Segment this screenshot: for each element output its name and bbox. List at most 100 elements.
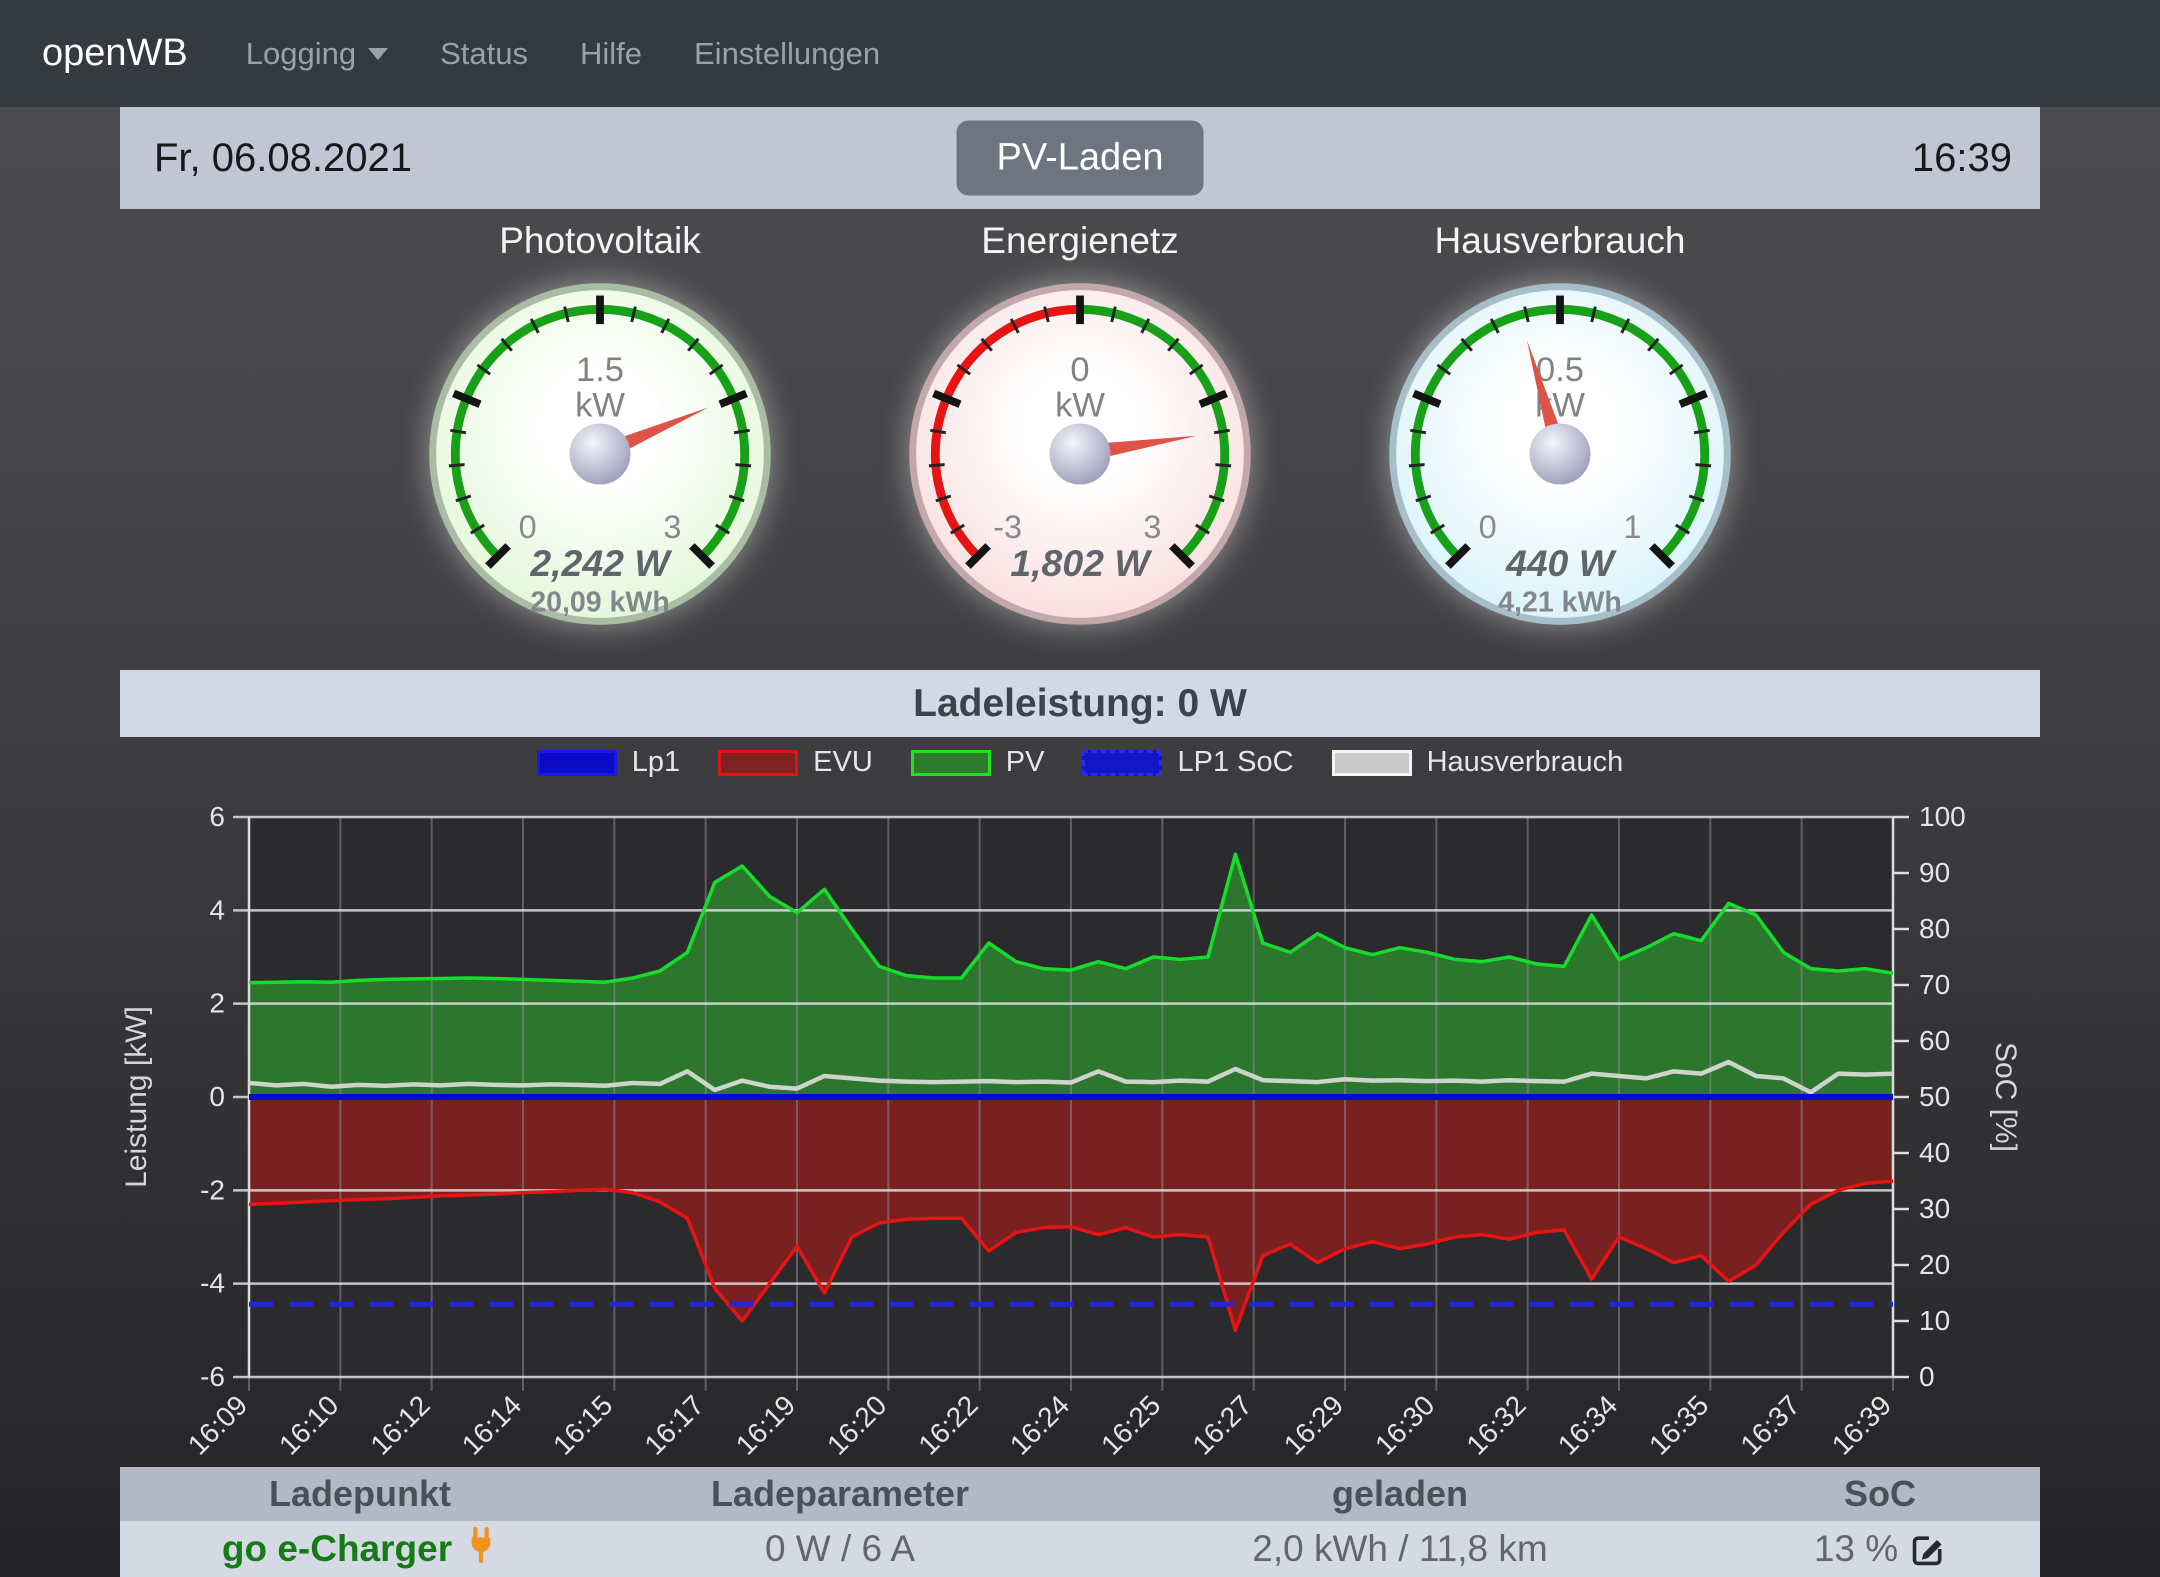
svg-text:50: 50 — [1919, 1081, 1950, 1112]
legend-swatch — [1082, 750, 1162, 776]
col-header-soc: SoC — [1720, 1467, 2040, 1521]
svg-text:2: 2 — [209, 988, 225, 1019]
svg-text:16:20: 16:20 — [821, 1389, 892, 1460]
svg-text:16:27: 16:27 — [1186, 1389, 1257, 1460]
svg-text:-6: -6 — [200, 1361, 225, 1392]
soc-cell: 13 % — [1720, 1521, 2040, 1577]
svg-text:4,21 kWh: 4,21 kWh — [1498, 586, 1622, 618]
svg-text:16:35: 16:35 — [1643, 1389, 1714, 1460]
svg-text:6: 6 — [209, 801, 225, 832]
gauges-row: Photovoltaik 1.5kW032,242 W20,09 kWh Ene… — [120, 209, 2040, 669]
svg-text:0: 0 — [1070, 351, 1089, 389]
plug-icon — [464, 1526, 498, 1573]
gauge-title: Hausverbrauch — [1435, 215, 1686, 267]
svg-text:0.5: 0.5 — [1536, 351, 1584, 389]
svg-text:16:29: 16:29 — [1278, 1389, 1349, 1460]
svg-text:16:24: 16:24 — [1004, 1389, 1075, 1460]
svg-text:kW: kW — [1055, 387, 1105, 425]
gauge-dial-photovoltaik: 1.5kW032,242 W20,09 kWh — [413, 267, 787, 646]
nav-item-status[interactable]: Status — [440, 36, 528, 72]
svg-text:40: 40 — [1919, 1137, 1950, 1168]
charge-power-header: Ladeleistung: 0 W — [120, 670, 2040, 737]
svg-text:1,802 W: 1,802 W — [1010, 542, 1152, 584]
svg-text:4: 4 — [209, 894, 225, 925]
charge-mode-button[interactable]: PV-Laden — [957, 121, 1204, 196]
soc-value: 13 % — [1814, 1528, 1898, 1570]
svg-text:16:09: 16:09 — [182, 1389, 253, 1460]
legend-item-EVU: EVU — [718, 746, 873, 779]
svg-text:440 W: 440 W — [1505, 542, 1617, 584]
svg-text:16:19: 16:19 — [730, 1389, 801, 1460]
power-chart: Lp1 EVU PV LP1 SoC Hausverbrauch 6420-2-4-61… — [120, 740, 2040, 1467]
legend-item-PV: PV — [911, 746, 1045, 779]
legend-swatch — [911, 750, 991, 776]
chargepoint-name[interactable]: go e-Charger — [222, 1528, 452, 1570]
chargepoint-name-cell: go e-Charger — [120, 1521, 600, 1577]
svg-text:-3: -3 — [993, 509, 1022, 545]
gauge-photovoltaik: Photovoltaik 1.5kW032,242 W20,09 kWh — [360, 209, 840, 669]
svg-text:Leistung [kW]: Leistung [kW] — [120, 1006, 153, 1188]
svg-text:1: 1 — [1623, 509, 1641, 545]
legend-label: PV — [1006, 746, 1045, 779]
svg-text:SoC [%]: SoC [%] — [1989, 1042, 2022, 1152]
gauge-hausverbrauch: Hausverbrauch 0.5kW01440 W4,21 kWh — [1320, 209, 1800, 669]
svg-text:16:22: 16:22 — [912, 1389, 983, 1460]
svg-text:16:30: 16:30 — [1369, 1389, 1440, 1460]
col-header-ladepunkt: Ladepunkt — [120, 1467, 600, 1521]
legend-label: LP1 SoC — [1177, 746, 1293, 779]
nav-item-hilfe[interactable]: Hilfe — [580, 36, 642, 72]
svg-text:3: 3 — [1143, 509, 1161, 545]
svg-text:16:25: 16:25 — [1095, 1389, 1166, 1460]
header-bar: Fr, 06.08.2021 PV-Laden 16:39 — [120, 107, 2040, 209]
legend-swatch — [718, 750, 798, 776]
svg-text:16:34: 16:34 — [1552, 1389, 1623, 1460]
svg-text:1.5: 1.5 — [576, 351, 624, 389]
legend-label: Lp1 — [632, 746, 680, 779]
current-time: 16:39 — [1912, 136, 2012, 181]
chart-legend: Lp1 EVU PV LP1 SoC Hausverbrauch — [120, 746, 2040, 779]
svg-text:2,242 W: 2,242 W — [529, 542, 672, 584]
gauge-energienetz: Energienetz 0kW-331,802 W — [840, 209, 1320, 669]
svg-text:-4: -4 — [200, 1268, 225, 1299]
svg-text:0: 0 — [209, 1081, 225, 1112]
nav-item-logging[interactable]: Logging — [246, 36, 388, 72]
svg-text:10: 10 — [1919, 1305, 1950, 1336]
svg-text:16:10: 16:10 — [273, 1389, 344, 1460]
svg-text:30: 30 — [1919, 1193, 1950, 1224]
gauge-title: Photovoltaik — [499, 215, 701, 267]
col-header-geladen: geladen — [1080, 1467, 1720, 1521]
svg-text:0: 0 — [1919, 1361, 1935, 1392]
svg-text:80: 80 — [1919, 913, 1950, 944]
svg-text:16:39: 16:39 — [1826, 1389, 1897, 1460]
svg-text:16:32: 16:32 — [1460, 1389, 1531, 1460]
legend-item-Hausverbrauch: Hausverbrauch — [1332, 746, 1624, 779]
chart-canvas: 6420-2-4-6100908070605040302010016:0916:… — [120, 740, 2040, 1467]
svg-text:16:17: 16:17 — [638, 1389, 709, 1460]
nav-item-einstellungen[interactable]: Einstellungen — [694, 36, 880, 72]
svg-text:3: 3 — [663, 509, 681, 545]
gauge-dial-hausverbrauch: 0.5kW01440 W4,21 kWh — [1373, 267, 1747, 646]
svg-text:90: 90 — [1919, 857, 1950, 888]
svg-text:16:12: 16:12 — [364, 1389, 435, 1460]
legend-item-Lp1: Lp1 — [537, 746, 680, 779]
svg-text:100: 100 — [1919, 801, 1966, 832]
charge-power-label: Ladeleistung: 0 W — [913, 682, 1247, 726]
chevron-down-icon — [368, 48, 388, 60]
svg-text:16:15: 16:15 — [547, 1389, 618, 1460]
top-nav: openWB Logging Status Hilfe Einstellunge… — [0, 0, 2160, 107]
svg-text:70: 70 — [1919, 969, 1950, 1000]
svg-text:0: 0 — [1479, 509, 1497, 545]
edit-soc-icon[interactable] — [1910, 1531, 1946, 1567]
svg-text:16:37: 16:37 — [1734, 1389, 1805, 1460]
brand-logo[interactable]: openWB — [42, 32, 188, 75]
chargepoint-table: Ladepunkt Ladeparameter geladen SoC go e… — [120, 1467, 2040, 1577]
current-date: Fr, 06.08.2021 — [154, 136, 412, 181]
legend-label: Hausverbrauch — [1427, 746, 1624, 779]
charge-parameter-cell: 0 W / 6 A — [600, 1521, 1080, 1577]
table-row: go e-Charger 0 W / 6 A 2,0 kWh / 11,8 km… — [120, 1521, 2040, 1577]
svg-text:16:14: 16:14 — [456, 1389, 527, 1460]
svg-text:20,09 kWh: 20,09 kWh — [530, 586, 670, 618]
legend-item-LP1 SoC: LP1 SoC — [1082, 746, 1293, 779]
svg-text:20: 20 — [1919, 1249, 1950, 1280]
charged-amount-cell: 2,0 kWh / 11,8 km — [1080, 1521, 1720, 1577]
